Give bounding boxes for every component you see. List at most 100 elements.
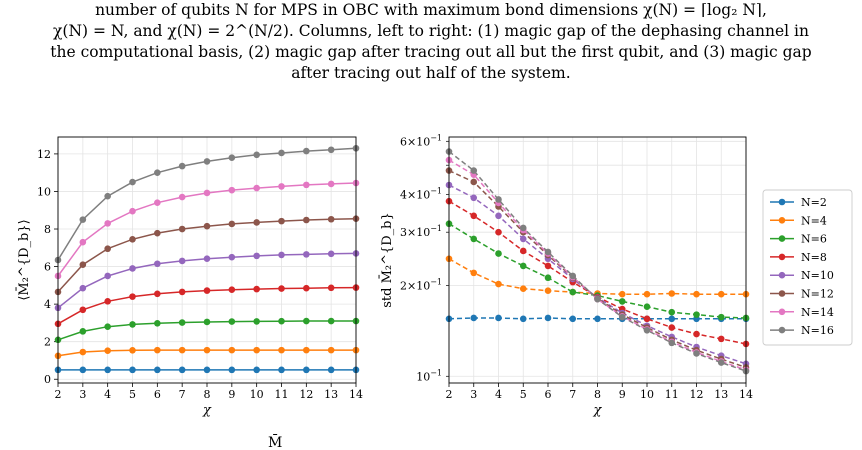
panel2-point bbox=[544, 248, 552, 256]
panel1-point bbox=[79, 306, 87, 314]
panel2-point bbox=[668, 324, 676, 331]
panel1-point bbox=[129, 265, 136, 272]
panel1-point bbox=[303, 216, 310, 224]
panel2-ytick-label: 2×10−1 bbox=[400, 277, 442, 292]
panel1-point bbox=[253, 151, 260, 159]
panel1-point bbox=[79, 348, 87, 356]
panel1-point bbox=[228, 318, 236, 325]
legend-marker bbox=[778, 271, 786, 279]
panel1-point bbox=[203, 366, 211, 374]
panel2-point bbox=[717, 335, 725, 343]
caption-line-1: number of qubits N for MPS in OBC with m… bbox=[95, 1, 767, 19]
panel2-point bbox=[693, 330, 700, 338]
panel2-ytick-label: 4×10−1 bbox=[400, 186, 442, 201]
panel2-point bbox=[594, 295, 601, 303]
panel1-xtick-label: 8 bbox=[204, 388, 211, 401]
panel2-point bbox=[668, 315, 676, 323]
panel1-point bbox=[129, 236, 136, 243]
legend-marker bbox=[778, 308, 786, 316]
legend-marker bbox=[778, 326, 786, 334]
panel1-point bbox=[178, 319, 186, 326]
panel2-point bbox=[618, 290, 626, 298]
panel1-point bbox=[228, 253, 236, 261]
panel1-point bbox=[278, 183, 285, 190]
legend-label: N=2 bbox=[801, 196, 827, 209]
legend-label: N=4 bbox=[801, 214, 827, 227]
panel2-point bbox=[470, 212, 478, 220]
panel1-point bbox=[104, 323, 111, 330]
panel1-point bbox=[154, 260, 161, 268]
legend-label: N=16 bbox=[801, 324, 834, 337]
bottom-caption-fragment: M̄ bbox=[268, 433, 282, 450]
panel2-xtick-label: 2 bbox=[446, 388, 453, 401]
panel2-point bbox=[470, 314, 478, 322]
panel1-xtick-label: 5 bbox=[129, 388, 136, 401]
panel1-point bbox=[154, 199, 161, 207]
panel2-point bbox=[519, 285, 527, 292]
panel1-point bbox=[129, 178, 136, 186]
panel2-point bbox=[470, 167, 478, 174]
panel2-point bbox=[544, 274, 552, 282]
panel2-point bbox=[495, 196, 502, 203]
caption-line-3: the computational basis, (2) magic gap a… bbox=[50, 43, 812, 61]
panel2-point bbox=[470, 178, 478, 186]
panel1-point bbox=[303, 181, 310, 189]
legend-marker bbox=[778, 253, 786, 261]
panel2-xlabel: χ bbox=[593, 403, 603, 418]
legend-label: N=10 bbox=[801, 269, 834, 282]
panel2-point bbox=[544, 287, 552, 295]
panel2-point bbox=[519, 235, 527, 243]
panel2-point bbox=[470, 235, 478, 243]
panel1-point bbox=[228, 220, 236, 228]
panel2-point bbox=[470, 194, 478, 202]
panel1-point bbox=[228, 154, 236, 161]
panel1-point bbox=[154, 169, 161, 176]
panel2-point bbox=[495, 228, 502, 236]
panel1-xtick-label: 4 bbox=[104, 388, 111, 401]
panel1-ytick-label: 12 bbox=[37, 148, 51, 161]
panel1-ytick-label: 6 bbox=[44, 261, 51, 274]
panel1-point bbox=[253, 285, 260, 293]
panel1-point bbox=[253, 346, 260, 354]
panel1-point bbox=[104, 366, 111, 374]
panel1-point bbox=[79, 366, 87, 374]
panel2-ytick-label: 3×10−1 bbox=[400, 224, 442, 239]
panel2-ytick-label: 6×10−1 bbox=[400, 133, 442, 148]
panel1-point bbox=[228, 286, 236, 293]
panel1-point bbox=[154, 366, 161, 374]
panel1-point bbox=[79, 328, 87, 335]
panel1-xtick-label: 7 bbox=[179, 388, 186, 401]
panel2-point bbox=[495, 314, 502, 322]
panel1-point bbox=[303, 147, 310, 155]
panel2-point bbox=[569, 272, 577, 280]
panel1-point bbox=[278, 366, 285, 374]
panel1-point bbox=[278, 285, 285, 292]
panel2-frame bbox=[448, 136, 747, 384]
panel2-point bbox=[495, 250, 502, 257]
legend-marker bbox=[778, 198, 786, 206]
panel1-point bbox=[303, 284, 310, 292]
panel1-point bbox=[203, 189, 211, 197]
panel1-ytick-label: 8 bbox=[44, 223, 51, 236]
panel1-point bbox=[253, 366, 260, 374]
legend-marker bbox=[778, 235, 786, 242]
panel2-point bbox=[569, 288, 577, 296]
panel2-xtick-label: 10 bbox=[640, 388, 654, 401]
panel2-point bbox=[693, 311, 700, 318]
panel2-point bbox=[643, 290, 651, 298]
legend-label: N=8 bbox=[801, 251, 827, 264]
panel2-point bbox=[519, 262, 527, 270]
panel1-xtick-label: 11 bbox=[275, 388, 289, 401]
panel1-point bbox=[104, 192, 111, 200]
panel1-point bbox=[228, 366, 236, 374]
panel1-ytick-label: 2 bbox=[44, 336, 51, 349]
panel2-xtick-label: 9 bbox=[619, 388, 626, 401]
panel2-point bbox=[717, 290, 725, 298]
panel1-ytick-label: 10 bbox=[37, 185, 51, 198]
panel1-ytick-label: 4 bbox=[44, 298, 51, 311]
panel1-point bbox=[178, 193, 186, 201]
panel2-point bbox=[643, 303, 651, 310]
panel1-point bbox=[327, 366, 335, 374]
panel1-xtick-label: 12 bbox=[299, 388, 313, 401]
panel1-point bbox=[327, 180, 335, 188]
